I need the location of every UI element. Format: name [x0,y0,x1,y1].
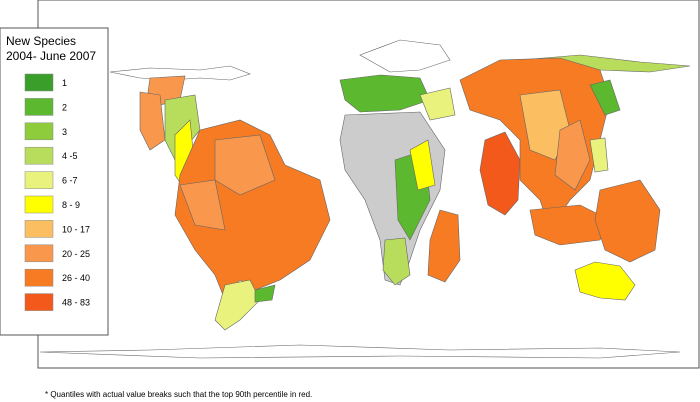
central-america [139,91,166,151]
legend-swatch [24,268,54,287]
legend-swatch [24,98,54,116]
madagascar [427,209,461,283]
south-america [214,279,261,331]
legend-swatch [24,220,54,238]
legend-swatch [24,73,54,92]
australia [574,261,636,301]
legend-label: 4 -5 [62,151,78,161]
legend-label: 2 [62,102,67,112]
legend-title: New Species [6,34,76,48]
south-america [214,134,276,196]
japan [589,79,621,116]
indonesia [529,204,611,246]
legend-label: 8 - 9 [62,200,80,210]
africa [382,237,411,286]
legend-label: 6 -7 [62,176,78,186]
legend-label: 48 - 83 [62,298,90,308]
europe [339,74,431,113]
legend-swatch [24,244,54,263]
arctic-outline [359,39,451,73]
australia-png [594,179,661,263]
legend-items: 1 2 3 4 -5 6 -7 8 - 9 10 - 17 20 - 25 26 - 40 48 … [24,73,90,311]
legend-label: 10 - 17 [62,224,90,234]
legend-title: 2004- June 2007 [6,49,96,63]
legend-label: 20 - 25 [62,249,90,259]
europe [419,87,456,121]
legend-swatch [24,195,54,214]
footnote: * Quantiles with actual value breaks suc… [45,390,312,399]
legend-label: 3 [62,127,67,137]
south-america [174,119,331,301]
south-america [254,284,276,303]
legend-swatch [24,122,54,141]
legend-label: 1 [62,78,67,88]
legend-swatch [24,171,54,189]
legend-box [0,27,109,336]
south-asia [479,131,521,216]
legend-swatch [24,293,54,311]
south-america [179,179,226,231]
africa [409,139,436,191]
southeast-asia [554,119,591,191]
antarctica-outline [39,344,681,359]
landmasses [39,39,691,359]
legend-label: 26 - 40 [62,273,90,283]
philippines [589,137,609,173]
legend-swatch [24,146,54,165]
